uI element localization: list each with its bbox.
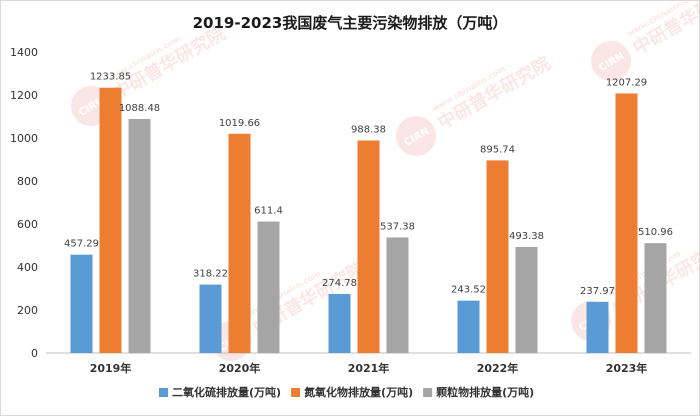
bar — [199, 284, 222, 353]
data-label: 611.4 — [254, 206, 283, 217]
y-tick-label: 600 — [17, 218, 38, 231]
legend-swatch — [159, 388, 168, 397]
x-tick-label: 2021年 — [348, 361, 390, 375]
bar — [515, 246, 538, 353]
bar — [615, 93, 638, 353]
data-label: 274.78 — [322, 278, 357, 289]
data-label: 988.38 — [351, 124, 386, 135]
data-label: 537.38 — [380, 221, 415, 232]
legend-label: 颗粒物排放量(万吨) — [436, 385, 534, 399]
bar — [128, 118, 151, 353]
data-label: 457.29 — [64, 239, 99, 250]
bar — [99, 87, 122, 353]
bar — [386, 237, 409, 353]
legend-label: 氮氧化物排放量(万吨) — [304, 385, 413, 399]
legend-item: 颗粒物排放量(万吨) — [423, 385, 534, 399]
x-tick-label: 2019年 — [90, 361, 132, 375]
bar — [644, 243, 667, 353]
legend: 二氧化硫排放量(万吨) 氮氧化物排放量(万吨) 颗粒物排放量(万吨) — [159, 385, 534, 399]
legend-item: 氮氧化物排放量(万吨) — [291, 385, 413, 399]
y-tick-label: 1000 — [10, 132, 38, 145]
y-tick-label: 400 — [17, 261, 38, 274]
chart-title: 2019-2023我国废气主要污染物排放（万吨） — [193, 14, 508, 32]
bar — [486, 160, 509, 353]
y-tick-label: 0 — [31, 347, 38, 360]
data-label: 1019.66 — [219, 118, 260, 129]
bar — [70, 254, 93, 353]
data-label: 237.97 — [580, 286, 615, 297]
x-axis: 2019年 2020年 2021年 2022年 2023年 — [90, 361, 648, 375]
y-tick-label: 1200 — [10, 89, 38, 102]
bar — [257, 221, 280, 353]
watermark-logo-circle — [591, 41, 631, 81]
data-label: 895.74 — [480, 144, 515, 155]
y-tick-label: 800 — [17, 175, 38, 188]
bar — [228, 133, 251, 353]
x-tick-label: 2022年 — [477, 361, 519, 375]
legend-item: 二氧化硫排放量(万吨) — [159, 385, 281, 399]
legend-swatch — [423, 388, 433, 397]
legend-label: 二氧化硫排放量(万吨) — [172, 385, 281, 399]
data-label: 1088.48 — [119, 103, 160, 114]
legend-swatch — [291, 388, 301, 397]
x-tick-label: 2020年 — [219, 361, 261, 375]
y-tick-label: 200 — [17, 304, 38, 317]
watermark-logo-circle — [396, 116, 436, 156]
bar — [586, 301, 609, 353]
data-label: 510.96 — [638, 227, 673, 238]
data-label: 1233.85 — [90, 72, 131, 83]
data-label: 243.52 — [451, 285, 486, 296]
data-labels-layer: 457.29 1233.85 1088.48 318.22 1019.66 611.4 27… — [64, 72, 673, 297]
bar — [357, 140, 380, 353]
y-tick-label: 1400 — [10, 46, 38, 59]
bar — [328, 293, 351, 353]
data-label: 1207.29 — [606, 77, 647, 88]
data-label: 493.38 — [509, 231, 544, 242]
y-axis: 0 200 400 600 800 1000 1200 1400 — [10, 46, 38, 360]
x-tick-label: 2023年 — [606, 361, 648, 375]
bar — [457, 300, 480, 353]
data-label: 318.22 — [193, 269, 228, 280]
bars-layer — [70, 87, 667, 353]
